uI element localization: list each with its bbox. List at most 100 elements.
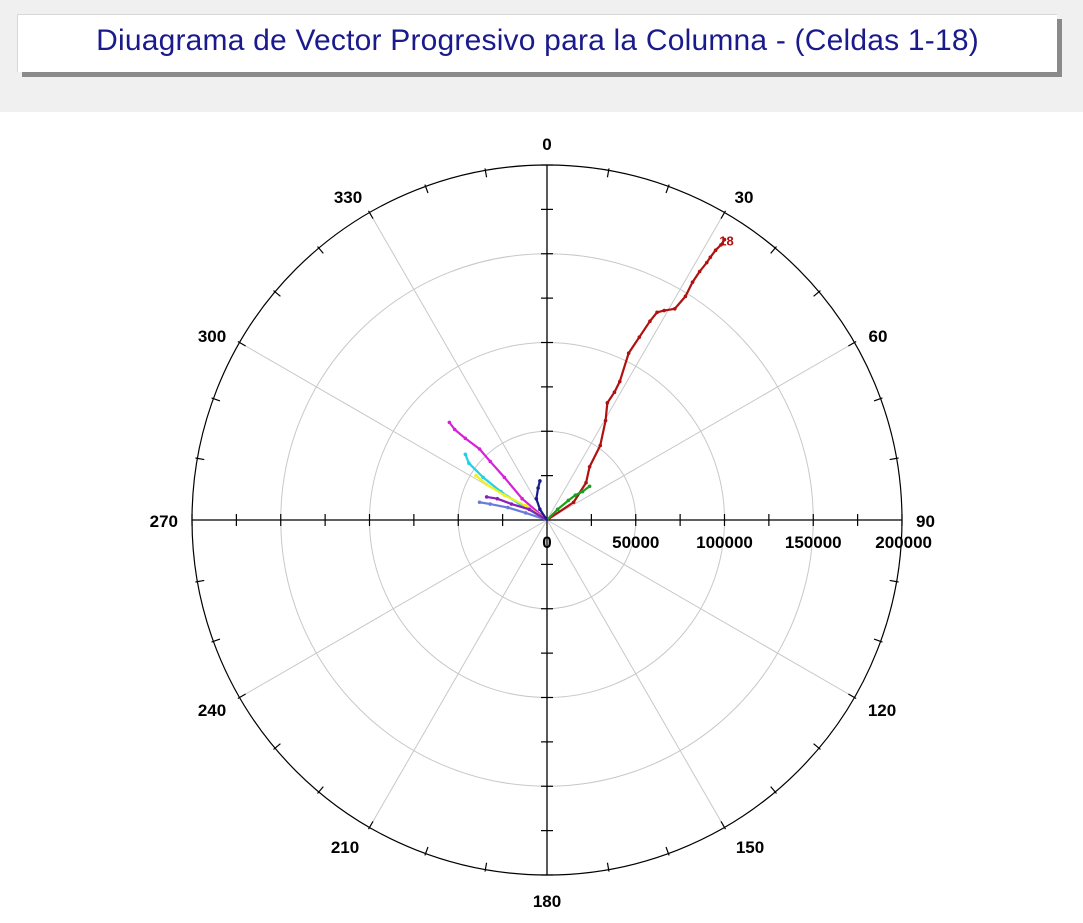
series-point bbox=[722, 237, 727, 242]
radial-label: 100000 bbox=[696, 533, 753, 552]
angle-label: 0 bbox=[542, 135, 551, 154]
angle-label: 180 bbox=[533, 892, 561, 911]
series-point bbox=[683, 294, 688, 299]
series-point bbox=[523, 504, 528, 508]
angle-tick bbox=[770, 246, 777, 254]
angle-tick bbox=[889, 457, 899, 461]
angle-label: 240 bbox=[198, 701, 226, 720]
series-point bbox=[477, 447, 482, 451]
series-point bbox=[690, 280, 695, 284]
series-point bbox=[697, 269, 702, 274]
chart-title: Diuagrama de Vector Progresivo para la C… bbox=[96, 24, 979, 57]
radial-label: 0 bbox=[542, 533, 551, 552]
angle-label: 90 bbox=[916, 512, 935, 531]
grid-spoke bbox=[546, 519, 855, 698]
angle-label: 60 bbox=[869, 327, 888, 346]
series-point bbox=[598, 443, 603, 448]
series-point bbox=[536, 486, 540, 490]
series-point bbox=[527, 507, 532, 512]
angle-tick bbox=[195, 579, 205, 583]
series-point bbox=[662, 308, 666, 313]
series-point bbox=[603, 418, 608, 423]
series-point bbox=[467, 461, 471, 466]
grid-spoke bbox=[239, 519, 548, 698]
series-point bbox=[474, 473, 478, 478]
series-point bbox=[587, 484, 592, 489]
series-point bbox=[584, 480, 588, 485]
grid-spoke bbox=[546, 212, 725, 521]
series-point bbox=[488, 502, 493, 506]
series-point bbox=[495, 496, 500, 501]
angle-label: 210 bbox=[331, 838, 359, 857]
angle-tick bbox=[317, 246, 324, 254]
radial-label: 200000 bbox=[875, 533, 932, 552]
angle-tick bbox=[367, 821, 374, 830]
series-point bbox=[708, 255, 713, 260]
angle-tick bbox=[873, 397, 883, 402]
angle-tick bbox=[720, 210, 727, 219]
series-point bbox=[571, 500, 576, 505]
series-point bbox=[719, 243, 723, 247]
series-point bbox=[673, 306, 677, 311]
angle-tick bbox=[848, 340, 857, 347]
angle-tick bbox=[273, 743, 281, 750]
angle-label: 30 bbox=[735, 188, 754, 207]
angle-tick bbox=[211, 397, 221, 402]
series-layer: 18 bbox=[447, 234, 734, 522]
angle-tick bbox=[813, 290, 821, 297]
angle-label: 300 bbox=[198, 327, 226, 346]
series-point bbox=[555, 507, 560, 512]
series-line-3 bbox=[448, 421, 549, 522]
angle-tick bbox=[424, 846, 429, 856]
series-point bbox=[502, 493, 507, 497]
angle-tick bbox=[424, 184, 429, 194]
series-point bbox=[587, 464, 592, 469]
series-end-label: 18 bbox=[719, 234, 733, 249]
series-point bbox=[447, 420, 452, 425]
series-point bbox=[704, 260, 709, 265]
angle-tick bbox=[484, 862, 488, 872]
series-point bbox=[463, 452, 468, 457]
angle-tick bbox=[237, 693, 246, 700]
angle-tick bbox=[848, 693, 857, 700]
series-point bbox=[580, 489, 585, 494]
series-point bbox=[506, 505, 510, 510]
angle-tick bbox=[484, 168, 488, 178]
series-point bbox=[713, 248, 718, 252]
series-point bbox=[523, 511, 528, 515]
polar-plot: 18 0 30 60 90 120 150 180 210 240 270 300 330 0 50000… bbox=[150, 135, 935, 911]
series-point bbox=[534, 496, 539, 501]
label-layer: 0 30 60 90 120 150 180 210 240 270 300 330 0 50000 100… bbox=[150, 135, 935, 911]
series-point bbox=[520, 496, 524, 501]
series-point bbox=[573, 493, 578, 497]
grid-spoke bbox=[369, 519, 548, 828]
series-point bbox=[605, 401, 610, 405]
angle-tick bbox=[195, 457, 205, 461]
angle-tick bbox=[873, 638, 883, 643]
angle-tick bbox=[720, 821, 727, 830]
series-point bbox=[637, 335, 642, 339]
series-point bbox=[626, 351, 631, 355]
axis-layer bbox=[191, 164, 903, 876]
grid-spoke bbox=[546, 519, 725, 828]
angle-tick bbox=[606, 862, 610, 872]
angle-label: 330 bbox=[334, 188, 362, 207]
angle-tick bbox=[317, 786, 324, 794]
angle-label: 120 bbox=[868, 701, 896, 720]
radial-label: 50000 bbox=[612, 533, 659, 552]
angle-tick bbox=[813, 743, 821, 750]
series-point bbox=[488, 459, 493, 464]
series-point bbox=[484, 482, 489, 487]
angle-tick bbox=[889, 579, 899, 583]
angle-tick bbox=[606, 168, 610, 178]
series-point bbox=[538, 507, 542, 512]
angle-tick bbox=[367, 210, 374, 219]
radial-label: 150000 bbox=[785, 533, 842, 552]
series-point bbox=[509, 502, 514, 506]
series-point bbox=[612, 390, 617, 395]
series-point bbox=[481, 475, 485, 480]
series-line-1 bbox=[545, 238, 726, 522]
series-point bbox=[655, 310, 659, 315]
series-point bbox=[538, 479, 542, 483]
series-point bbox=[477, 500, 482, 505]
